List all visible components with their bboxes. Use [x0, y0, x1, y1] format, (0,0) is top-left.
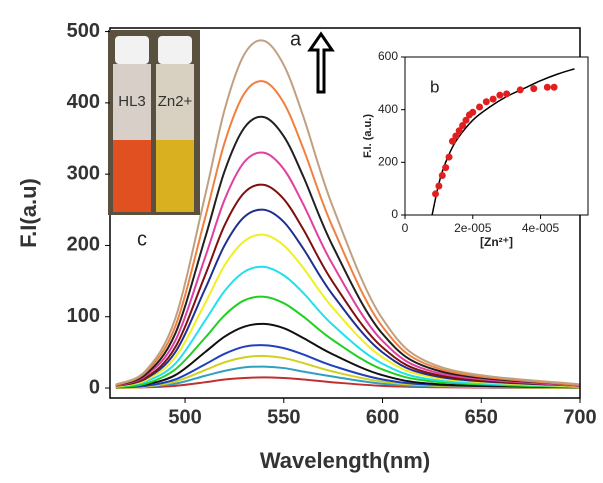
data-point	[503, 90, 510, 97]
y-tick-label: 300	[67, 162, 100, 184]
y-tick-label: 400	[67, 91, 100, 113]
x-tick-label: 600	[366, 406, 399, 428]
data-point	[530, 85, 537, 92]
y-tick-label: 500	[67, 20, 100, 42]
vial-liquid	[156, 140, 194, 212]
x-tick-label: 700	[563, 406, 596, 428]
x-tick-label: 550	[267, 406, 300, 428]
data-point	[483, 98, 490, 105]
x-tick-label: 2e-005	[454, 221, 492, 235]
y-axis-label: F.I(a.u)	[16, 178, 41, 248]
annotation: c	[137, 228, 147, 250]
arrow	[310, 34, 332, 92]
vial-cap	[115, 36, 149, 64]
x-tick-label: 500	[168, 406, 201, 428]
data-point	[551, 84, 558, 91]
data-point	[496, 92, 503, 99]
annotation: a	[290, 28, 302, 50]
data-point	[432, 190, 439, 197]
data-point	[517, 86, 524, 93]
chart: HL3 Zn2+ 500 550 600 650 700 0 100 200 300 400 500…	[0, 0, 603, 478]
data-point	[435, 183, 442, 190]
y-tick-label: 200	[378, 155, 398, 169]
vial-label: HL3	[118, 93, 146, 110]
x-axis-label: Wavelength(nm)	[260, 448, 430, 473]
y-tick-label: 600	[378, 49, 398, 63]
spectrum-line	[116, 235, 580, 387]
x-tick-label: 0	[402, 221, 409, 235]
photo-inset: HL3 Zn2+	[108, 30, 200, 215]
data-point	[476, 104, 483, 111]
vial-liquid	[113, 140, 151, 212]
x-axis-label: [Zn²⁺]	[480, 235, 513, 249]
y-tick-label: 400	[378, 102, 398, 116]
data-point	[490, 96, 497, 103]
x-tick-label: 650	[465, 406, 498, 428]
data-point	[446, 154, 453, 161]
y-tick-label: 200	[67, 234, 100, 256]
vial-cap	[158, 36, 192, 64]
y-tick-label: 0	[89, 376, 100, 398]
y-tick-label: 0	[391, 207, 398, 221]
x-tick-label: 4e-005	[522, 221, 560, 235]
vial-label: Zn2+	[158, 93, 193, 110]
y-tick-label: 100	[67, 305, 100, 327]
y-axis-label: F.I. (a.u.)	[362, 114, 374, 158]
data-point	[469, 109, 476, 116]
data-point	[544, 84, 551, 91]
data-point	[439, 172, 446, 179]
annotation: b	[430, 77, 439, 96]
data-point	[442, 164, 449, 171]
